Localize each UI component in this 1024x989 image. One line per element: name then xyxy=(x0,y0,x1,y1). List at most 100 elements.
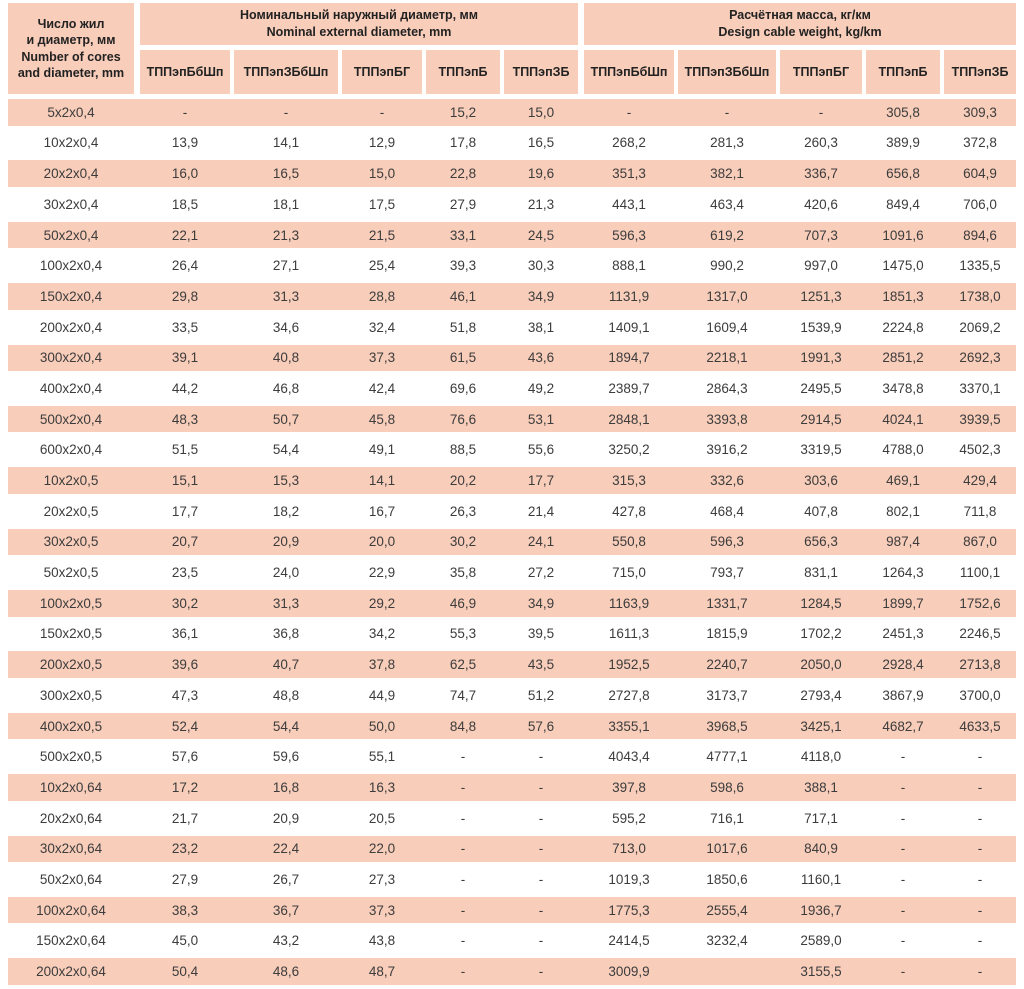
weight-value: 1017,6 xyxy=(706,841,748,857)
corner-line: Число жил xyxy=(37,16,105,31)
diameter-value: - xyxy=(538,964,544,979)
diameter-values: 30,2 31,3 29,2 46,9 34,9 xyxy=(140,590,578,617)
row-label: 300x2x0,4 xyxy=(39,350,103,366)
diameter-value: 21,3 xyxy=(272,227,300,243)
diameter-value: 84,8 xyxy=(449,718,477,734)
diameter-value: 54,4 xyxy=(272,718,300,734)
weight-value: 3009,9 xyxy=(608,964,650,979)
weight-values: 3009,9 3155,5 - - xyxy=(584,958,1016,985)
weight-value: - xyxy=(977,841,983,857)
diameter-value: 44,9 xyxy=(368,687,396,703)
weight-value: 3700,0 xyxy=(959,687,1001,703)
table-row: 30x2x0,64 23,2 22,4 22,0 - - 713,0 1017,6 840,… xyxy=(8,835,1016,863)
row-label: 200x2x0,4 xyxy=(39,319,103,335)
weight-value: 1815,9 xyxy=(706,626,748,642)
diameter-value: 34,2 xyxy=(368,626,396,642)
table-row: 20x2x0,4 16,0 16,5 15,0 22,8 19,6 351,3 382,1… xyxy=(8,160,1016,187)
diameter-value: 29,8 xyxy=(171,288,199,304)
row-label: 150x2x0,4 xyxy=(39,288,103,304)
diameter-values: 13,9 14,1 12,9 17,8 16,5 xyxy=(140,130,578,157)
weight-value: 894,6 xyxy=(963,227,997,243)
weight-values: 1775,3 2555,4 1936,7 - - xyxy=(584,897,1016,924)
diameter-value: 16,0 xyxy=(171,166,199,182)
row-label: 20x2x0,4 xyxy=(43,166,99,182)
weight-value: 3355,1 xyxy=(608,718,650,734)
diameter-value: 34,9 xyxy=(527,288,555,304)
diameter-value: - xyxy=(538,902,544,918)
weight-value: - xyxy=(977,933,983,949)
weight-value: 2713,8 xyxy=(959,657,1001,673)
diameter-value: 36,1 xyxy=(171,626,199,642)
diameter-value: 38,1 xyxy=(527,319,555,335)
weight-value: 1851,3 xyxy=(882,288,924,304)
weight-value: 4777,1 xyxy=(706,749,748,765)
diameter-value: 48,7 xyxy=(368,964,396,979)
diameter-value: 20,2 xyxy=(449,473,477,488)
weight-value: 1991,3 xyxy=(800,350,842,366)
weight-value: 840,9 xyxy=(804,841,838,857)
table-row: 100x2x0,5 30,2 31,3 29,2 46,9 34,9 1163,9 133… xyxy=(8,590,1016,617)
diameter-value: 51,2 xyxy=(527,687,555,703)
weight-values: 3250,2 3916,2 3319,5 4788,0 4502,3 xyxy=(584,437,1016,464)
weight-value: 1335,5 xyxy=(959,258,1001,274)
table-row: 30x2x0,4 18,5 18,1 17,5 27,9 21,3 443,1 463,4… xyxy=(8,191,1016,218)
table-row: 150x2x0,4 29,8 31,3 28,8 46,1 34,9 1131,9 131… xyxy=(8,283,1016,310)
diameter-values: 17,7 18,2 16,7 26,3 21,4 xyxy=(140,498,578,525)
weight-values: 3355,1 3968,5 3425,1 4682,7 4633,5 xyxy=(584,713,1016,740)
column-header: ТППэпБбШп xyxy=(584,50,674,94)
diameter-value: 39,6 xyxy=(171,657,199,673)
diameter-value: - xyxy=(460,871,466,887)
weight-value: 4502,3 xyxy=(959,442,1001,458)
diameter-value: 20,9 xyxy=(272,534,300,550)
diameter-value: 34,9 xyxy=(527,595,555,611)
weight-values: 596,3 619,2 707,3 1091,6 894,6 xyxy=(584,222,1016,249)
diameter-value: 17,2 xyxy=(171,779,199,795)
weight-value: - xyxy=(626,104,632,120)
diameter-value: 30,3 xyxy=(527,258,555,274)
diameter-value: 39,1 xyxy=(171,350,199,366)
weight-value: 1609,4 xyxy=(706,319,748,335)
row-label: 5x2x0,4 xyxy=(47,104,95,120)
weight-value: 1738,0 xyxy=(959,288,1001,304)
diameter-value: 30,2 xyxy=(171,595,199,611)
weight-value: 1775,3 xyxy=(608,902,650,918)
diameter-value: 31,3 xyxy=(272,595,300,611)
diameter-values: 50,4 48,6 48,7 - - xyxy=(140,958,578,985)
diameter-value: 48,6 xyxy=(272,964,300,979)
weight-value: 443,1 xyxy=(612,196,646,212)
weight-value: 389,9 xyxy=(886,135,920,151)
weight-value: 4633,5 xyxy=(959,718,1001,734)
weight-values: 550,8 596,3 656,3 987,4 867,0 xyxy=(584,529,1016,556)
weight-value: 2692,3 xyxy=(959,350,1001,366)
weight-value: 1409,1 xyxy=(608,319,650,335)
diameter-value: 53,1 xyxy=(527,411,555,427)
weight-values: 1611,3 1815,9 1702,2 2451,3 2246,5 xyxy=(584,621,1016,648)
weight-value: 2864,3 xyxy=(706,380,748,396)
diameter-value: - xyxy=(460,749,466,765)
diameter-value: 15,2 xyxy=(449,104,477,120)
diameter-values: 23,2 22,4 22,0 - - xyxy=(140,836,578,863)
diameter-value: 48,8 xyxy=(272,687,300,703)
weight-value: 888,1 xyxy=(612,258,646,274)
diameter-value: 49,2 xyxy=(527,380,555,396)
table-header: Число жил и диаметр, мм Number of cores … xyxy=(8,3,1016,94)
row-label: 300x2x0,5 xyxy=(39,687,103,703)
weight-value: - xyxy=(977,810,983,826)
weight-value: 3939,5 xyxy=(959,411,1001,427)
weight-value: 2451,3 xyxy=(882,626,924,642)
diameter-value: 51,8 xyxy=(449,319,477,335)
diameter-value: 52,4 xyxy=(171,718,199,734)
weight-value: 4043,4 xyxy=(608,749,650,765)
weight-value: 4788,0 xyxy=(882,442,924,458)
weight-value: 596,3 xyxy=(612,227,646,243)
weight-values: 1131,9 1317,0 1251,3 1851,3 1738,0 xyxy=(584,283,1016,310)
weight-value: - xyxy=(900,779,906,795)
row-label: 500x2x0,4 xyxy=(39,411,103,427)
weight-value: 336,7 xyxy=(804,166,838,182)
weight-value: 3319,5 xyxy=(800,442,842,458)
diameter-values: 17,2 16,8 16,3 - - xyxy=(140,774,578,801)
diameter-value: 18,5 xyxy=(171,196,199,212)
weight-value: 867,0 xyxy=(963,534,997,550)
diameter-value: 33,1 xyxy=(449,227,477,243)
diameter-value: 74,7 xyxy=(449,687,477,703)
